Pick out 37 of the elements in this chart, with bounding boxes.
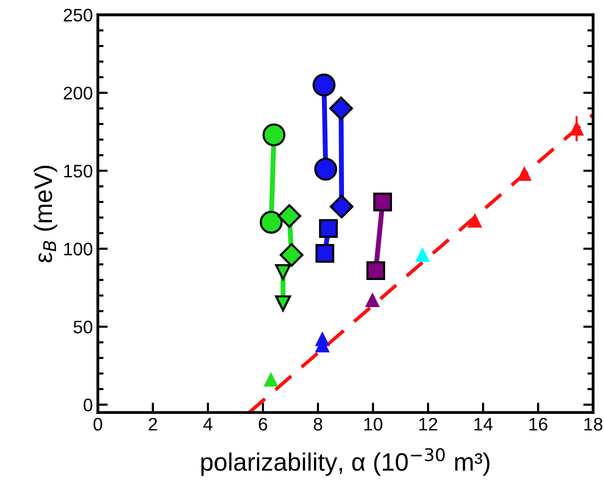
point [366,293,380,308]
point [314,158,338,181]
y-tick-label: 50 [74,320,92,334]
y-tick-label: 250 [64,8,92,22]
point [416,248,430,262]
point [260,210,283,234]
y-tick-label: 100 [64,242,92,256]
x-tick-label: 12 [419,418,438,430]
x-tick-label: 18 [584,418,602,431]
x-tick-label: 2 [148,418,157,430]
point [280,243,304,267]
point [312,74,336,96]
y-tick-label: 200 [64,86,92,100]
x-tick-label: 6 [258,418,268,431]
x-tick-label: 4 [203,418,212,430]
point [264,372,278,387]
point [329,96,353,120]
point [275,264,292,280]
x-tick-label: 8 [314,418,322,431]
point [517,166,532,181]
point [315,244,334,263]
point [275,295,292,312]
point [262,123,286,146]
x-axis-title: polarizability, α (10$^{−30}$ m³) [201,448,490,476]
point [366,261,386,280]
point [373,192,392,212]
x-tick-label: 0 [94,418,102,431]
y-tick-label: 0 [84,398,92,412]
point [319,219,338,238]
x-tick-label: 10 [364,418,382,431]
point [330,194,354,218]
x-tick-label: 16 [529,418,548,431]
x-tick-label: 14 [474,418,493,430]
y-axis-title: ε$_{B}$ (meV) [34,166,58,262]
point [468,214,482,228]
point [278,204,302,228]
y-tick-label: 150 [64,164,92,178]
